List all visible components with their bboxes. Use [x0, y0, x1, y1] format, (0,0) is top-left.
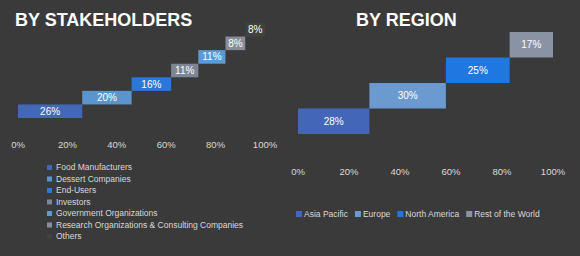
data-label: 25%	[468, 65, 488, 76]
legend-label: Research Organizations & Consulting Comp…	[56, 220, 243, 230]
legend-marker	[296, 211, 302, 217]
tick-label: 40%	[390, 166, 410, 177]
bar	[298, 109, 369, 135]
legend-label: Europe	[363, 209, 391, 219]
data-label: 20%	[97, 92, 117, 103]
bar	[171, 64, 198, 78]
legend-label: End-Users	[56, 185, 96, 195]
bar	[82, 91, 131, 105]
legend-label: Dessert Companies	[56, 174, 131, 184]
bar	[369, 83, 446, 109]
chart: BY REGION 28% 30% 25% 17% 0% 20% 40% 60% 80% 100% A…	[291, 10, 566, 219]
tick-label: 60%	[157, 139, 177, 150]
data-label: 26%	[40, 106, 60, 117]
legend-label: Food Manufacturers	[56, 162, 132, 172]
data-label: 16%	[141, 79, 161, 90]
legend: Asia Pacific Europe North America Rest of t…	[296, 209, 540, 219]
tick-label: 100%	[253, 139, 278, 150]
data-label: 30%	[398, 90, 418, 101]
legend-label: North America	[405, 209, 459, 219]
plot-area	[298, 32, 553, 134]
tick-label: 60%	[441, 166, 461, 177]
data-labels: 26% 20% 16% 11% 11% 8% 8%	[40, 24, 262, 116]
tick-label: 80%	[492, 166, 512, 177]
bar	[225, 37, 245, 51]
legend-label: Others	[56, 231, 82, 241]
legend-label: Rest of the World	[474, 209, 540, 219]
plot-area	[18, 23, 265, 118]
data-label: 8%	[228, 38, 243, 49]
bar	[446, 58, 510, 84]
bar	[510, 32, 553, 58]
chart: BY STAKEHOLDERS 26% 20% 16% 11% 11% 8% 8% 0% 20% 4…	[11, 10, 278, 241]
data-label: 17%	[521, 39, 541, 50]
background	[0, 0, 580, 256]
tick-label: 40%	[107, 139, 127, 150]
data-label: 8%	[248, 24, 263, 35]
legend-marker	[47, 188, 52, 193]
tick-label: 100%	[541, 166, 566, 177]
legend-marker	[47, 165, 52, 170]
bar	[132, 77, 172, 91]
legend-marker	[47, 211, 52, 216]
legend-label: Investors	[56, 197, 91, 207]
legend-label: Government Organizations	[56, 208, 158, 218]
legend-marker	[47, 234, 52, 239]
title: BY STAKEHOLDERS	[15, 10, 192, 30]
tick-label: 0%	[291, 166, 305, 177]
bar	[18, 104, 82, 118]
legend-marker	[47, 200, 52, 205]
legend-marker	[47, 223, 52, 228]
legend: Food Manufacturers Dessert CompaniesEnd-U…	[47, 162, 243, 241]
legend-marker	[355, 211, 361, 217]
data-labels: 28% 30% 25% 17%	[324, 39, 542, 127]
legend-marker	[47, 177, 52, 182]
data-label: 28%	[324, 116, 344, 127]
legend-marker	[397, 211, 403, 217]
title: BY REGION	[356, 10, 457, 30]
tick-label: 20%	[339, 166, 359, 177]
tick-label: 0%	[11, 139, 25, 150]
data-label: 11%	[175, 65, 194, 76]
bar	[198, 50, 225, 64]
data-label: 11%	[202, 51, 221, 62]
chart-canvas: BY STAKEHOLDERS 26% 20% 16% 11% 11% 8% 8% 0% 20% 4…	[0, 0, 580, 256]
tick-label: 20%	[58, 139, 78, 150]
legend-label: Asia Pacific	[304, 209, 349, 219]
tick-label: 80%	[206, 139, 226, 150]
legend-marker	[466, 211, 472, 217]
bar	[245, 23, 265, 37]
